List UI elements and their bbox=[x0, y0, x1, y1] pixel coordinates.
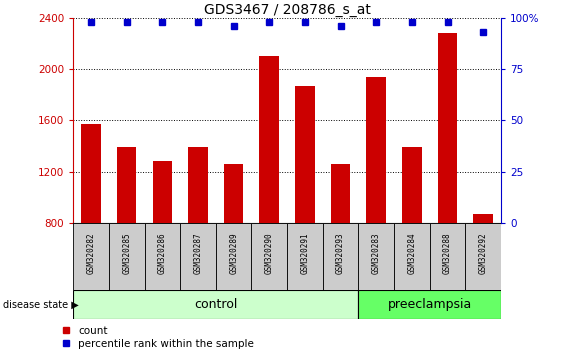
Text: GSM320288: GSM320288 bbox=[443, 233, 452, 274]
Bar bbox=[109, 223, 145, 290]
Bar bbox=[430, 223, 466, 290]
Bar bbox=[331, 164, 350, 223]
Text: GSM320284: GSM320284 bbox=[408, 233, 417, 274]
Bar bbox=[466, 223, 501, 290]
Bar bbox=[145, 223, 180, 290]
Bar bbox=[81, 124, 101, 223]
Text: GSM320289: GSM320289 bbox=[229, 233, 238, 274]
Bar bbox=[73, 223, 109, 290]
Text: GSM320286: GSM320286 bbox=[158, 233, 167, 274]
Bar bbox=[153, 161, 172, 223]
Bar bbox=[394, 223, 430, 290]
Bar bbox=[287, 223, 323, 290]
Bar bbox=[438, 33, 457, 223]
Title: GDS3467 / 208786_s_at: GDS3467 / 208786_s_at bbox=[204, 3, 370, 17]
Bar bbox=[188, 147, 208, 223]
Text: preeclampsia: preeclampsia bbox=[388, 298, 472, 311]
Bar bbox=[367, 77, 386, 223]
Bar bbox=[473, 214, 493, 223]
Bar bbox=[359, 223, 394, 290]
Bar bbox=[73, 290, 359, 319]
Bar bbox=[252, 223, 287, 290]
Text: GSM320287: GSM320287 bbox=[194, 233, 203, 274]
Bar bbox=[224, 164, 243, 223]
Bar bbox=[216, 223, 252, 290]
Legend: count, percentile rank within the sample: count, percentile rank within the sample bbox=[61, 326, 254, 349]
Text: disease state ▶: disease state ▶ bbox=[3, 299, 79, 309]
Text: GSM320290: GSM320290 bbox=[265, 233, 274, 274]
Bar bbox=[295, 86, 315, 223]
Text: control: control bbox=[194, 298, 238, 311]
Bar bbox=[402, 147, 422, 223]
Text: GSM320285: GSM320285 bbox=[122, 233, 131, 274]
Text: GSM320293: GSM320293 bbox=[336, 233, 345, 274]
Text: GSM320291: GSM320291 bbox=[301, 233, 310, 274]
Bar bbox=[180, 223, 216, 290]
Text: GSM320283: GSM320283 bbox=[372, 233, 381, 274]
Text: GSM320282: GSM320282 bbox=[87, 233, 96, 274]
Bar bbox=[117, 147, 136, 223]
Bar bbox=[323, 223, 359, 290]
Bar bbox=[359, 290, 501, 319]
Text: GSM320292: GSM320292 bbox=[479, 233, 488, 274]
Bar bbox=[260, 56, 279, 223]
